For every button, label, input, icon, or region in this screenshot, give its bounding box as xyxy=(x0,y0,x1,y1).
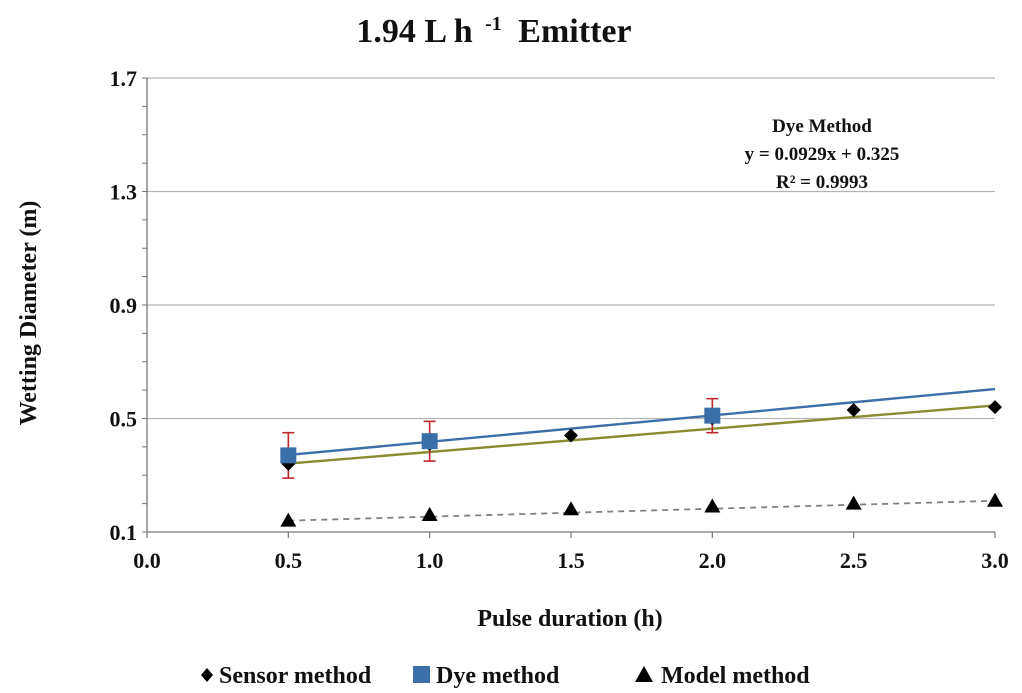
x-tick-label-2: 1.0 xyxy=(416,548,444,573)
point-sensor-2 xyxy=(564,428,578,443)
point-sensor-5 xyxy=(988,400,1002,415)
x-tick-label-5: 2.5 xyxy=(840,548,868,573)
y-tick-label-3: 1.3 xyxy=(110,180,138,205)
point-sensor-4 xyxy=(846,402,861,417)
annotation-line-3: R² = 0.9993 xyxy=(776,172,868,193)
annotation-line-1: Dye Method xyxy=(772,116,872,137)
gridlines xyxy=(147,77,995,420)
legend-diamond-icon xyxy=(201,668,213,682)
y-tick-label-0: 0.1 xyxy=(110,520,138,545)
chart-title: 1.94 L h -1 Emitter xyxy=(356,1,631,50)
equation-annotation: Dye Method y = 0.0929x + 0.325 R² = 0.99… xyxy=(745,116,900,193)
x-tick-label-0: 0.0 xyxy=(133,548,161,573)
y-tick-label-1: 0.5 xyxy=(110,407,138,432)
legend-label-dye: Dye method xyxy=(436,663,560,689)
x-axis-label: Pulse duration (h) xyxy=(477,606,662,632)
point-model-2 xyxy=(563,501,579,516)
point-model-5 xyxy=(987,492,1003,507)
x-tick-label-1: 0.5 xyxy=(275,548,303,573)
trendlines xyxy=(288,387,996,522)
chart-title-main: 1.94 L h xyxy=(356,13,472,50)
point-model-3 xyxy=(704,498,721,513)
y-axis-label: Wetting Diameter (m) xyxy=(16,201,42,426)
legend-label-sensor: Sensor method xyxy=(219,663,372,689)
point-dye-1 xyxy=(421,433,438,450)
legend-square-icon xyxy=(413,666,430,683)
x-tick-label-3: 1.5 xyxy=(557,548,585,573)
point-model-4 xyxy=(845,495,862,510)
point-model-0 xyxy=(280,512,297,527)
point-dye-2 xyxy=(704,407,721,424)
y-tick-label-4: 1.7 xyxy=(110,66,138,91)
chart-title-superscript: -1 xyxy=(485,13,502,35)
legend-item-sensor: Sensor method xyxy=(201,663,372,689)
trendline-series-1 xyxy=(288,387,996,457)
legend: Sensor method Dye method Model method xyxy=(201,663,810,689)
legend-label-model: Model method xyxy=(661,663,810,689)
legend-triangle-icon xyxy=(635,666,653,682)
point-dye-0 xyxy=(280,447,297,464)
error-bars xyxy=(282,397,719,479)
data-points xyxy=(280,400,1003,527)
legend-item-dye: Dye method xyxy=(413,663,560,689)
axes xyxy=(142,77,996,538)
tick-labels: 0.1 0.5 0.9 1.3 1.7 0.0 0.5 1.0 1.5 2.0 2.5 3.0 xyxy=(110,66,1009,573)
chart-title-suffix: Emitter xyxy=(518,13,631,50)
x-tick-label-6: 3.0 xyxy=(981,548,1009,573)
annotation-line-2: y = 0.0929x + 0.325 xyxy=(745,144,900,165)
point-model-1 xyxy=(421,506,438,521)
trendline-series-2 xyxy=(288,499,996,522)
y-tick-label-2: 0.9 xyxy=(110,293,138,318)
legend-item-model: Model method xyxy=(635,663,810,689)
trendline-series-0 xyxy=(288,404,996,465)
x-tick-label-4: 2.0 xyxy=(699,548,727,573)
